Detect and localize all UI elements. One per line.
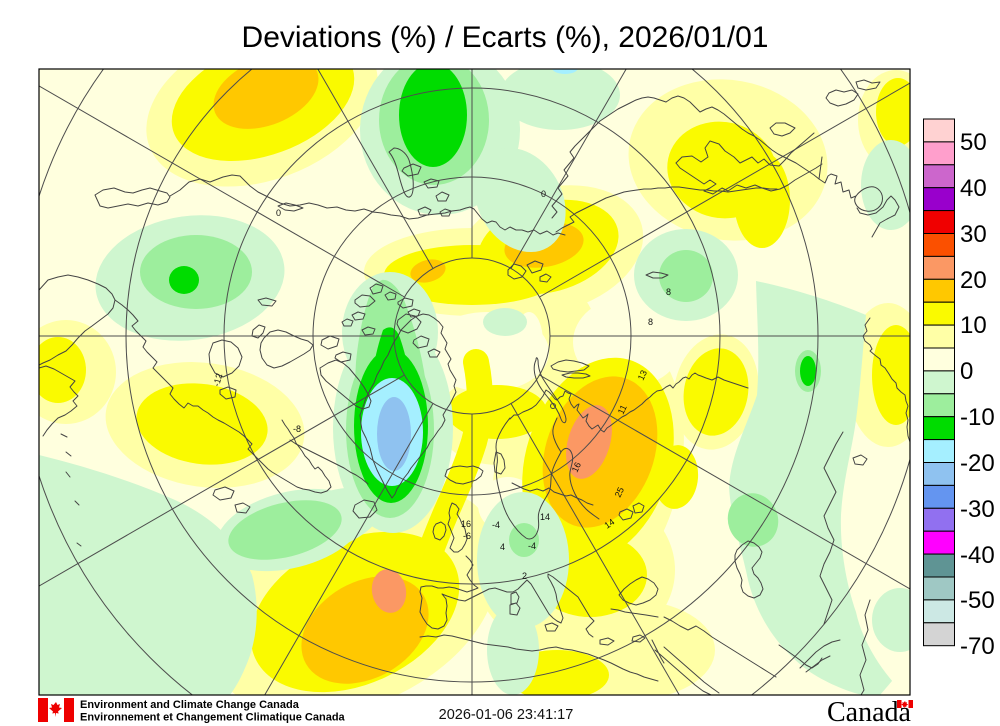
svg-text:13: 13: [636, 369, 649, 382]
svg-text:2026-01-06 23:41:17: 2026-01-06 23:41:17: [439, 707, 574, 723]
svg-text:25: 25: [613, 486, 626, 499]
svg-text:8: 8: [648, 317, 653, 327]
svg-text:40: 40: [960, 175, 987, 202]
svg-text:14: 14: [602, 517, 616, 531]
svg-text:50: 50: [960, 129, 987, 156]
svg-text:11: 11: [616, 403, 629, 416]
svg-text:-70: -70: [960, 633, 995, 660]
svg-text:10: 10: [960, 312, 987, 339]
svg-text:-40: -40: [960, 542, 995, 569]
svg-text:0: 0: [541, 189, 546, 199]
svg-text:4: 4: [500, 542, 505, 552]
svg-text:-6: -6: [463, 531, 471, 541]
svg-text:Deviations (%) / Ecarts (%), 2: Deviations (%) / Ecarts (%), 2026/01/01: [242, 21, 769, 54]
svg-text:20: 20: [960, 267, 987, 294]
svg-text:-10: -10: [960, 404, 995, 431]
svg-text:2: 2: [522, 571, 527, 581]
svg-text:-50: -50: [960, 587, 995, 614]
svg-text:-8: -8: [293, 424, 301, 434]
svg-text:0: 0: [276, 208, 281, 218]
svg-text:Environment and Climate Change: Environment and Climate Change Canada: [80, 699, 300, 711]
svg-text:-20: -20: [960, 450, 995, 477]
svg-text:-30: -30: [960, 496, 995, 523]
svg-text:-4: -4: [492, 520, 500, 530]
svg-text:16: 16: [570, 461, 583, 474]
svg-text:8: 8: [666, 287, 671, 297]
svg-text:30: 30: [960, 221, 987, 248]
svg-text:-4: -4: [528, 541, 536, 551]
svg-text:-12: -12: [211, 372, 224, 387]
svg-text:0: 0: [960, 358, 973, 385]
svg-text:14: 14: [540, 512, 550, 522]
svg-text:Environnement et Changement Cl: Environnement et Changement Climatique C…: [80, 712, 346, 724]
svg-text:16: 16: [461, 519, 471, 529]
